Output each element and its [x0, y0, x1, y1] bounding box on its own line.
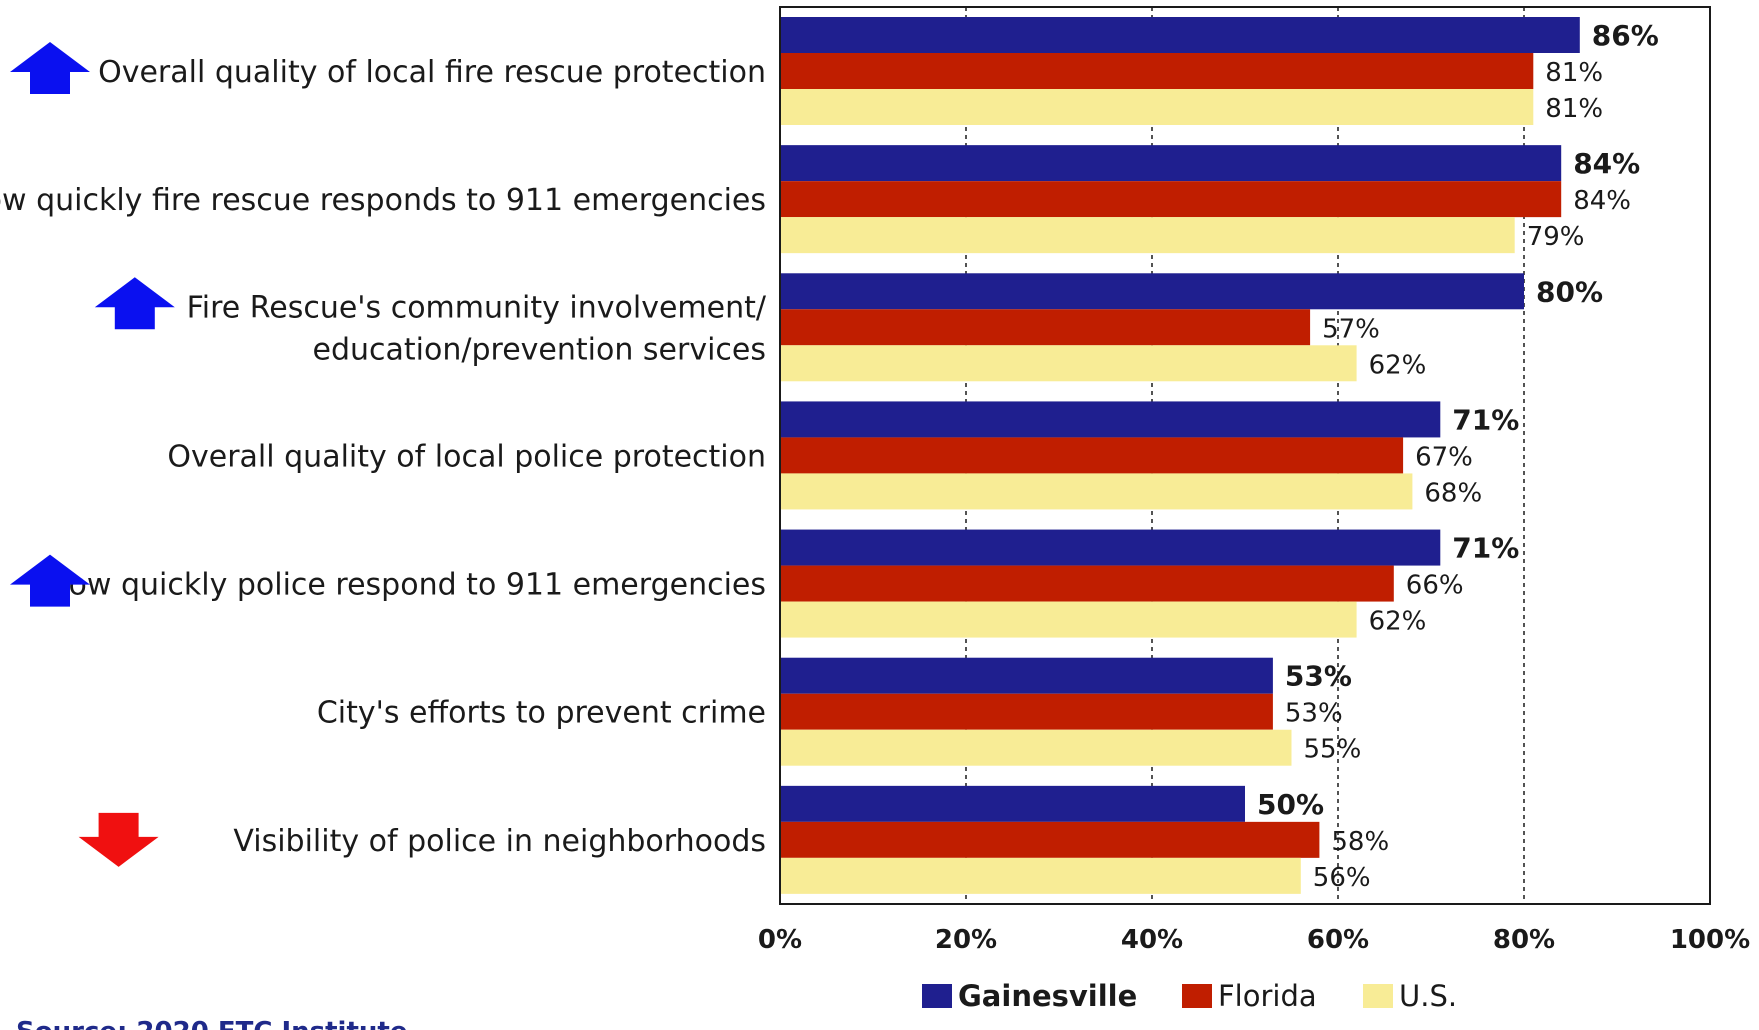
x-tick-label: 80% — [1493, 925, 1555, 955]
legend-label: Gainesville — [958, 979, 1137, 1013]
legend-label: U.S. — [1399, 979, 1457, 1013]
bar-gainesville — [780, 401, 1441, 438]
data-label: 53% — [1285, 660, 1352, 693]
x-tick-label: 100% — [1670, 925, 1750, 955]
data-label: 81% — [1545, 94, 1603, 124]
bar-gainesville — [780, 17, 1580, 53]
data-label: 50% — [1257, 788, 1324, 821]
x-tick-label: 0% — [758, 925, 802, 955]
bar-us — [780, 729, 1292, 766]
data-label: 57% — [1322, 314, 1380, 344]
bar-florida — [780, 309, 1311, 346]
data-label: 67% — [1415, 442, 1473, 472]
data-label: 58% — [1331, 827, 1389, 857]
legend-label: Florida — [1218, 979, 1317, 1013]
x-tick-label: 40% — [1121, 925, 1183, 955]
data-label: 71% — [1452, 403, 1519, 436]
x-tick-label: 60% — [1307, 925, 1369, 955]
arrow-down-icon — [78, 812, 159, 867]
data-label: 86% — [1592, 19, 1659, 52]
category-label: How quickly police respond to 911 emerge… — [46, 568, 766, 603]
legend-swatch — [1182, 984, 1212, 1008]
bar-us — [780, 217, 1515, 254]
bar-gainesville — [780, 145, 1562, 182]
bar-gainesville — [780, 529, 1441, 566]
bar-us — [780, 857, 1301, 894]
bar-us — [780, 89, 1534, 125]
bar-us — [780, 473, 1413, 510]
data-label: 84% — [1573, 186, 1631, 216]
plot-area-frame — [779, 6, 1711, 905]
legend: Gainesville Florida U.S. — [922, 979, 1457, 1013]
x-axis-ticks: 0% 20% 40% 60% 80% 100% — [758, 925, 1750, 955]
bar-gainesville — [780, 785, 1245, 822]
category-labels: Overall quality of local fire rescue pro… — [0, 42, 767, 867]
data-label: 66% — [1406, 571, 1464, 601]
bar-us — [780, 345, 1357, 382]
bar-florida — [780, 181, 1562, 218]
bars: 86% 81% 81% 84% 84% 79% 80% 57% 62% 71% 67% 68% 71% 6… — [780, 17, 1659, 894]
data-label: 68% — [1424, 478, 1482, 508]
category-label: Overall quality of local fire rescue pro… — [98, 55, 766, 90]
category-label: How quickly fire rescue responds to 911 … — [0, 183, 766, 218]
data-label: 62% — [1369, 607, 1427, 637]
bar-us — [780, 601, 1357, 638]
data-label: 56% — [1313, 863, 1371, 893]
bar-florida — [780, 821, 1320, 858]
data-label: 79% — [1527, 222, 1585, 252]
category-label: Visibility of police in neighborhoods — [233, 824, 766, 859]
data-label: 53% — [1285, 699, 1343, 729]
category-label: education/prevention services — [313, 332, 766, 367]
data-label: 84% — [1573, 147, 1640, 180]
category-label: Fire Rescue's community involvement/ — [187, 290, 767, 325]
bar-gainesville — [780, 657, 1273, 694]
bar-florida — [780, 565, 1394, 602]
category-label: Overall quality of local police protecti… — [167, 439, 766, 474]
data-label: 62% — [1369, 350, 1427, 380]
legend-swatch — [922, 984, 952, 1008]
data-label: 80% — [1536, 275, 1603, 308]
bar-gainesville — [780, 273, 1524, 310]
data-label: 55% — [1304, 735, 1362, 765]
legend-swatch — [1363, 984, 1393, 1008]
data-label: 71% — [1452, 532, 1519, 565]
arrow-up-icon — [10, 42, 90, 94]
category-label: City's efforts to prevent crime — [317, 696, 766, 731]
x-tick-label: 20% — [935, 925, 997, 955]
bar-florida — [780, 437, 1404, 474]
arrow-up-icon — [94, 277, 175, 330]
data-label: 81% — [1545, 58, 1603, 88]
source-note: Source: 2020 ETC Institute — [16, 1017, 407, 1030]
arrow-up-icon — [10, 554, 90, 607]
bar-florida — [780, 53, 1534, 89]
bar-florida — [780, 693, 1273, 730]
